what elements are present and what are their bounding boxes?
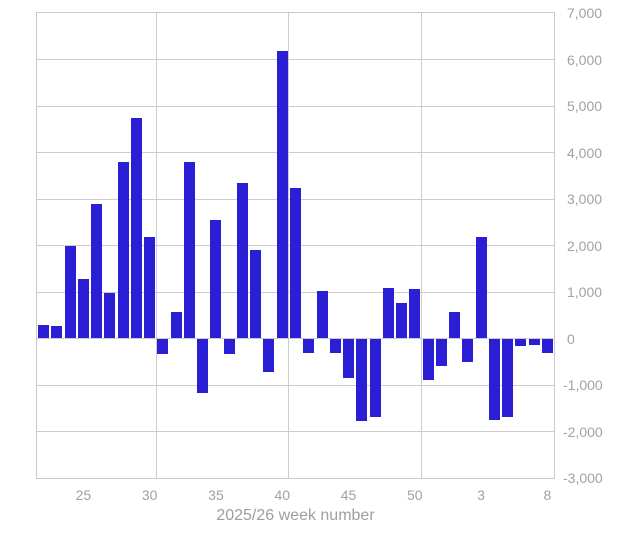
- x-tick-35: 35: [208, 487, 224, 503]
- bar-week-25[interactable]: [77, 278, 89, 339]
- bar-week-6[interactable]: [515, 338, 527, 346]
- v-gridline: [420, 13, 422, 478]
- bar-week-26[interactable]: [91, 204, 103, 339]
- h-gridline: [37, 59, 554, 60]
- bar-week-45[interactable]: [343, 338, 355, 379]
- bar-week-22[interactable]: [38, 324, 50, 339]
- bar-week-37[interactable]: [236, 183, 248, 339]
- bar-week-50[interactable]: [409, 288, 421, 339]
- bar-week-34[interactable]: [197, 338, 209, 394]
- v-gridline: [155, 13, 157, 478]
- x-tick-45: 45: [340, 487, 357, 503]
- bar-week-2[interactable]: [462, 338, 474, 362]
- bar-week-4[interactable]: [488, 338, 500, 420]
- bar-week-40[interactable]: [276, 50, 288, 339]
- x-tick-30: 30: [141, 487, 158, 503]
- y-tick-1,000: 1,000: [567, 284, 603, 300]
- y-tick--3,000: -3,000: [563, 470, 603, 486]
- bar-week-47[interactable]: [369, 338, 381, 417]
- plot-area: [36, 12, 555, 479]
- bar-week-30[interactable]: [144, 237, 156, 339]
- bar-week-29[interactable]: [130, 118, 142, 339]
- bar-week-36[interactable]: [223, 338, 235, 355]
- bar-week-27[interactable]: [104, 292, 116, 339]
- y-tick-5,000: 5,000: [567, 98, 603, 114]
- bar-week-42[interactable]: [303, 338, 315, 353]
- y-tick-6,000: 6,000: [567, 51, 603, 68]
- h-gridline: [37, 384, 554, 386]
- bar-week-38[interactable]: [250, 249, 262, 339]
- bar-week-1[interactable]: [449, 311, 461, 339]
- x-tick-25: 25: [75, 487, 92, 503]
- bar-week-39[interactable]: [263, 338, 275, 372]
- x-tick-50: 50: [407, 487, 423, 503]
- h-gridline: [37, 431, 554, 432]
- bar-week-41[interactable]: [290, 187, 301, 339]
- bar-week-51[interactable]: [422, 338, 434, 381]
- x-axis-title: 2025/26 week number: [216, 507, 375, 524]
- bar-week-44[interactable]: [329, 338, 341, 353]
- y-tick-7,000: 7,000: [567, 5, 603, 21]
- bar-week-48[interactable]: [382, 287, 394, 339]
- bar-week-49[interactable]: [396, 302, 408, 339]
- bar-week-52[interactable]: [435, 338, 447, 367]
- bar-week-46[interactable]: [356, 338, 368, 421]
- y-tick-0: 0: [567, 330, 575, 347]
- y-tick-3,000: 3,000: [567, 191, 603, 207]
- x-tick-8: 8: [543, 487, 552, 503]
- bar-week-43[interactable]: [316, 291, 328, 339]
- bar-week-5[interactable]: [502, 338, 514, 417]
- v-gridline: [288, 13, 290, 478]
- h-gridline: [37, 105, 554, 107]
- bar-week-7[interactable]: [528, 338, 540, 346]
- y-tick-2,000: 2,000: [567, 237, 603, 254]
- bar-week-8[interactable]: [541, 338, 553, 353]
- bar-week-3[interactable]: [475, 237, 487, 339]
- bar-week-32[interactable]: [170, 311, 182, 339]
- bar-week-23[interactable]: [51, 325, 63, 339]
- bar-week-24[interactable]: [64, 245, 76, 339]
- y-tick--2,000: -2,000: [563, 423, 603, 440]
- y-tick-4,000: 4,000: [567, 144, 603, 161]
- x-tick-40: 40: [274, 487, 291, 503]
- x-tick-3: 3: [477, 487, 485, 503]
- y-tick--1,000: -1,000: [563, 377, 603, 393]
- bar-week-31[interactable]: [157, 338, 169, 355]
- h-gridline: [37, 338, 554, 339]
- bar-week-35[interactable]: [210, 219, 222, 339]
- bar-week-33[interactable]: [183, 162, 195, 339]
- bar-week-28[interactable]: [117, 162, 129, 339]
- h-gridline: [37, 152, 554, 153]
